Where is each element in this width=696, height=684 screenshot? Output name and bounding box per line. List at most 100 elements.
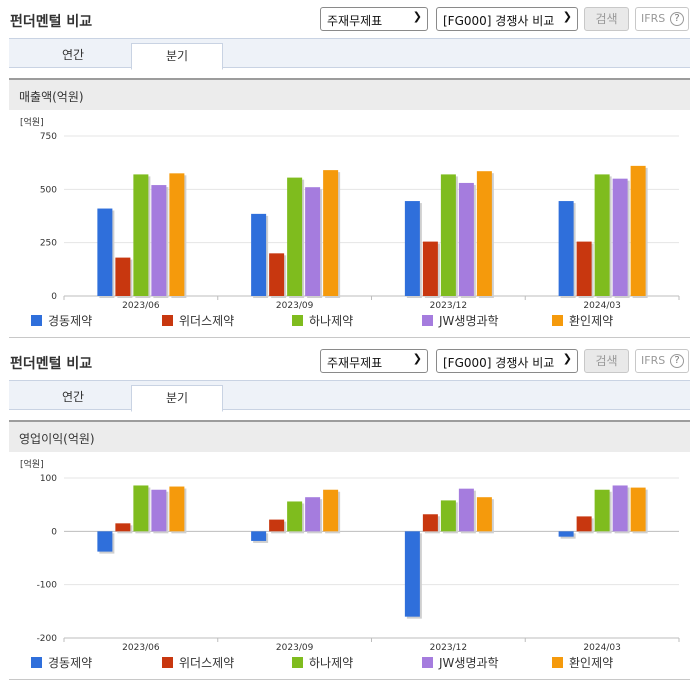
legend-label: 환인제약 [569,314,614,328]
bar[interactable] [287,177,303,296]
legend-swatch [422,315,433,326]
bar[interactable] [323,489,339,532]
bar[interactable] [476,497,492,532]
legend-swatch [162,657,173,668]
legend-swatch [31,315,42,326]
ifrs-button[interactable]: IFRS? [635,349,689,373]
legend-label: 환인제약 [569,656,614,670]
bar[interactable] [97,531,113,552]
bar[interactable] [476,171,492,296]
legend-label: 위더스제약 [179,314,235,328]
bar[interactable] [440,174,456,296]
legend-swatch [31,657,42,668]
y-tick-label: -200 [37,634,58,644]
bar[interactable] [422,514,438,532]
bar[interactable] [576,241,592,296]
chevron-down-icon: ❯ [562,352,572,365]
y-unit-label: [억원] [20,458,44,470]
bar[interactable] [404,531,420,617]
x-tick-label: 2023/06 [122,643,160,652]
fundamental-panel-0: 펀더멘털 비교 주재무제표 ❯ [FG000] 경쟁사 비교 ❯ 검색 IFRS? … [9,7,690,338]
help-icon[interactable]: ? [670,12,684,26]
bar[interactable] [630,487,646,532]
legend-swatch [162,315,173,326]
chart-legend: 경동제약 위더스제약 하나제약 JW생명과학 환인제약 [9,654,690,672]
tab-quarterly[interactable]: 분기 [131,43,223,70]
panel-title: 펀더멘털 비교 [10,356,93,372]
bar[interactable] [594,174,610,296]
legend-item[interactable]: JW생명과학 [422,654,499,671]
period-tabs: 연간 분기 [9,380,690,412]
bar[interactable] [269,519,285,532]
legend-item[interactable]: 위더스제약 [162,654,234,671]
bar[interactable] [151,185,167,296]
chevron-down-icon: ❯ [412,352,422,365]
bar[interactable] [440,500,456,532]
bar[interactable] [115,257,131,296]
bar[interactable] [404,201,420,296]
statement-type-value: 주재무제표 [327,14,383,28]
bar[interactable] [305,497,321,532]
competitor-group-select[interactable]: [FG000] 경쟁사 비교 ❯ [436,7,578,31]
ifrs-label: IFRS [641,354,666,367]
competitor-group-value: [FG000] 경쟁사 비교 [443,356,555,370]
search-button[interactable]: 검색 [584,7,629,31]
bar[interactable] [251,213,267,296]
legend-item[interactable]: 환인제약 [552,312,613,329]
search-button[interactable]: 검색 [584,349,629,373]
legend-item[interactable]: 경동제약 [31,312,92,329]
operating-profit-chart-svg: [억원] -200 -100 0 100 2023/06 2023/09 2023/12 202… [20,458,680,652]
fundamental-panel-1: 펀더멘털 비교 주재무제표 ❯ [FG000] 경쟁사 비교 ❯ 검색 IFRS? … [0,342,696,684]
bar[interactable] [97,208,113,296]
bar[interactable] [251,531,267,541]
legend-item[interactable]: JW생명과학 [422,312,499,329]
bar[interactable] [612,485,628,532]
y-tick-label: 250 [40,239,57,249]
bar[interactable] [269,253,285,296]
bar[interactable] [169,173,185,296]
bar[interactable] [558,201,574,296]
chevron-down-icon: ❯ [412,10,422,23]
bar[interactable] [458,182,474,296]
bar[interactable] [133,174,149,296]
legend-item[interactable]: 경동제약 [31,654,92,671]
legend-item[interactable]: 하나제약 [292,654,353,671]
y-tick-label: 100 [40,474,57,484]
bar[interactable] [115,523,131,532]
y-tick-label: -100 [37,581,58,591]
bar[interactable] [169,486,185,532]
competitor-group-select[interactable]: [FG000] 경쟁사 비교 ❯ [436,349,578,373]
tab-quarterly[interactable]: 분기 [131,385,223,412]
legend-label: 위더스제약 [179,656,235,670]
statement-type-select[interactable]: 주재무제표 ❯ [320,7,428,31]
legend-item[interactable]: 위더스제약 [162,312,234,329]
bar[interactable] [612,178,628,296]
bar[interactable] [422,241,438,296]
help-icon[interactable]: ? [670,354,684,368]
bar[interactable] [323,170,339,296]
ifrs-button[interactable]: IFRS? [635,7,689,31]
bar[interactable] [458,488,474,532]
legend-item[interactable]: 환인제약 [552,654,613,671]
revenue-chart-svg: [억원] 0 250 500 750 2023/06 2023/09 2023/12 2024/… [20,116,680,310]
legend-item[interactable]: 하나제약 [292,312,353,329]
bar[interactable] [287,501,303,532]
bar[interactable] [558,531,574,537]
legend-swatch [552,315,563,326]
bar[interactable] [133,485,149,532]
statement-type-select[interactable]: 주재무제표 ❯ [320,349,428,373]
y-tick-label: 500 [40,185,57,195]
legend-swatch [292,657,303,668]
x-tick-label: 2023/12 [430,301,467,310]
tab-annual[interactable]: 연간 [61,48,85,62]
bar[interactable] [594,489,610,532]
panel-header: 펀더멘털 비교 주재무제표 ❯ [FG000] 경쟁사 비교 ❯ 검색 IFRS? [0,342,696,378]
chart-legend: 경동제약 위더스제약 하나제약 JW생명과학 환인제약 [9,312,690,330]
bar[interactable] [630,165,646,296]
bar[interactable] [305,187,321,296]
bar[interactable] [576,516,592,532]
legend-label: 하나제약 [309,314,354,328]
legend-label: 하나제약 [309,656,354,670]
tab-annual[interactable]: 연간 [61,390,85,404]
bar[interactable] [151,489,167,532]
